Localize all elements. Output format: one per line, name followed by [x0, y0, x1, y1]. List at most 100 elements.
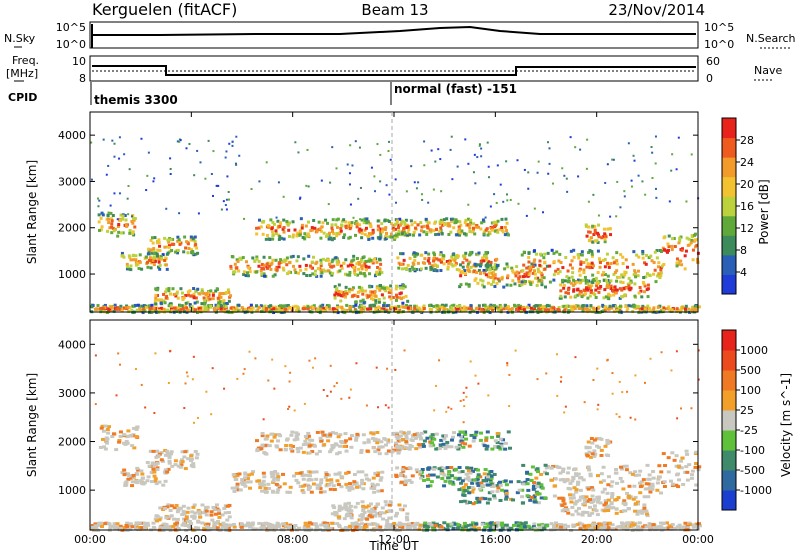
power-cell-10-184: [552, 273, 556, 277]
velocity-cell-2-32: [163, 468, 168, 472]
velocity-cell-11-92: [596, 497, 601, 501]
power-cell-9-94: [540, 275, 544, 279]
power-sparse-129: [432, 188, 435, 191]
velocity-cell-4-164: [243, 472, 248, 476]
velocity-cell-4-84: [378, 478, 383, 482]
power-cell-0-44: [99, 216, 103, 220]
velocity-cell-14-540: [549, 522, 554, 526]
power-cell-11-116: [566, 288, 570, 292]
power-sparse-4: [650, 146, 653, 149]
power-sparse-29: [113, 192, 116, 195]
power-cell-10-62: [621, 262, 625, 266]
velocity-cell-4-39: [319, 478, 324, 482]
power-sparse-126: [495, 201, 498, 204]
power-cell-7-51: [412, 230, 416, 234]
velocity-cell-13-6: [694, 483, 699, 487]
power-cell-5-7: [378, 227, 382, 231]
power-cell-14-854: [499, 306, 503, 310]
power-cell-14-757: [399, 305, 403, 309]
power-cell-14-336: [354, 309, 358, 313]
power-cell-5-134: [342, 236, 346, 240]
velocity-cell-14-565: [558, 525, 563, 529]
power-cell-14-548: [524, 306, 528, 310]
power-cell-14-467: [547, 304, 551, 308]
power-cell-4-91: [232, 272, 236, 276]
power-cell-14-577: [303, 307, 307, 311]
power-cell-4-106: [359, 260, 363, 264]
velocity-cell-1-55: [180, 460, 185, 464]
velocity-cell-3-7: [215, 503, 220, 507]
velocity-cell-8-70: [420, 475, 425, 479]
power-sparse-212: [496, 164, 499, 167]
velocity-cell-5-88: [334, 431, 339, 435]
power-cell-4-36: [308, 273, 312, 277]
velocity-cell-4-76: [315, 486, 320, 490]
power-cell-9-38: [511, 270, 515, 274]
power-cell-8-132: [485, 268, 489, 272]
velocity-cell-5-82: [373, 437, 378, 441]
power-cell-4-70: [319, 264, 323, 268]
power-cell-9-50: [495, 281, 499, 285]
velocity-cell-4-137: [264, 490, 269, 494]
power-cell-13-55: [685, 236, 689, 240]
velocity-cell-3-17: [184, 515, 189, 519]
power-cell-7-163: [503, 233, 507, 237]
power-cell-2-67: [134, 263, 138, 267]
velocity-cell-11-84: [633, 502, 638, 506]
velocity-cell-14-47: [476, 526, 481, 530]
power-cell-14-261: [325, 304, 329, 308]
power-sparse-10: [107, 211, 110, 214]
power-cell-11-75: [599, 284, 603, 288]
power-cell-10-64: [600, 273, 604, 277]
power-cell-10-34: [619, 253, 623, 257]
power-cell-14-426: [204, 308, 208, 312]
velocity-cell-7-67: [413, 436, 418, 440]
power-cell-14-652: [103, 303, 107, 307]
velocity-cell-8-115: [453, 476, 458, 480]
velocity-cell-7-57: [421, 444, 426, 448]
velocity-cell-7-15: [394, 434, 399, 438]
power-cell-9-78: [458, 285, 462, 289]
power-cell-5-132: [398, 217, 402, 221]
power-cell-7-112: [476, 225, 480, 229]
velocity-cell-14-456: [363, 523, 368, 527]
power-cell-4-78: [363, 262, 367, 266]
power-cell-3-40: [184, 294, 188, 298]
power-sparse-11: [379, 153, 382, 156]
velocity-cell-4-49: [238, 488, 243, 492]
power-cell-5-129: [354, 233, 358, 237]
power-cell-8-1: [463, 254, 467, 258]
velocity-cell-1-13: [170, 464, 175, 468]
velocity-cell-7-28: [423, 430, 428, 434]
velocity-cell-14-520: [274, 527, 279, 531]
power-cell-14-901: [413, 306, 417, 310]
velocity-cell-8-9: [442, 484, 447, 488]
power-cell-4-164: [294, 271, 298, 275]
power-cell-12-32: [597, 235, 601, 239]
power-cell-3-64: [176, 296, 180, 300]
velocity-cell-5-74: [349, 434, 354, 438]
power-cell-5-153: [349, 224, 353, 228]
power-cell-12-23: [596, 231, 600, 235]
power-cell-9-65: [492, 270, 496, 274]
velocity-cell-13-43: [668, 479, 673, 483]
power-cell-7-87: [413, 226, 417, 230]
velocity-cell-10-119: [555, 465, 560, 469]
power-cell-8-136: [477, 251, 481, 255]
velocity-cell-6-38: [405, 518, 410, 522]
power-cell-2-58: [151, 259, 155, 263]
velocity-cell-10-49: [605, 491, 610, 495]
power-cell-7-154: [455, 233, 459, 237]
power-cell-3-112: [192, 296, 196, 300]
velocity-cell-3-80: [204, 509, 209, 513]
velocity-cell-10-46: [590, 486, 595, 490]
power-cell-5-227: [330, 226, 334, 230]
velocity-cell-8-113: [448, 481, 453, 485]
power-cell-14-628: [484, 305, 488, 309]
power-cell-1-54: [152, 247, 156, 251]
power-cell-3-91: [159, 301, 163, 305]
velocity-cell-8-117: [422, 478, 427, 482]
power-cell-8-66: [402, 258, 406, 262]
velocity-cell-14-410: [519, 522, 524, 526]
power-cell-6-55: [367, 294, 371, 298]
